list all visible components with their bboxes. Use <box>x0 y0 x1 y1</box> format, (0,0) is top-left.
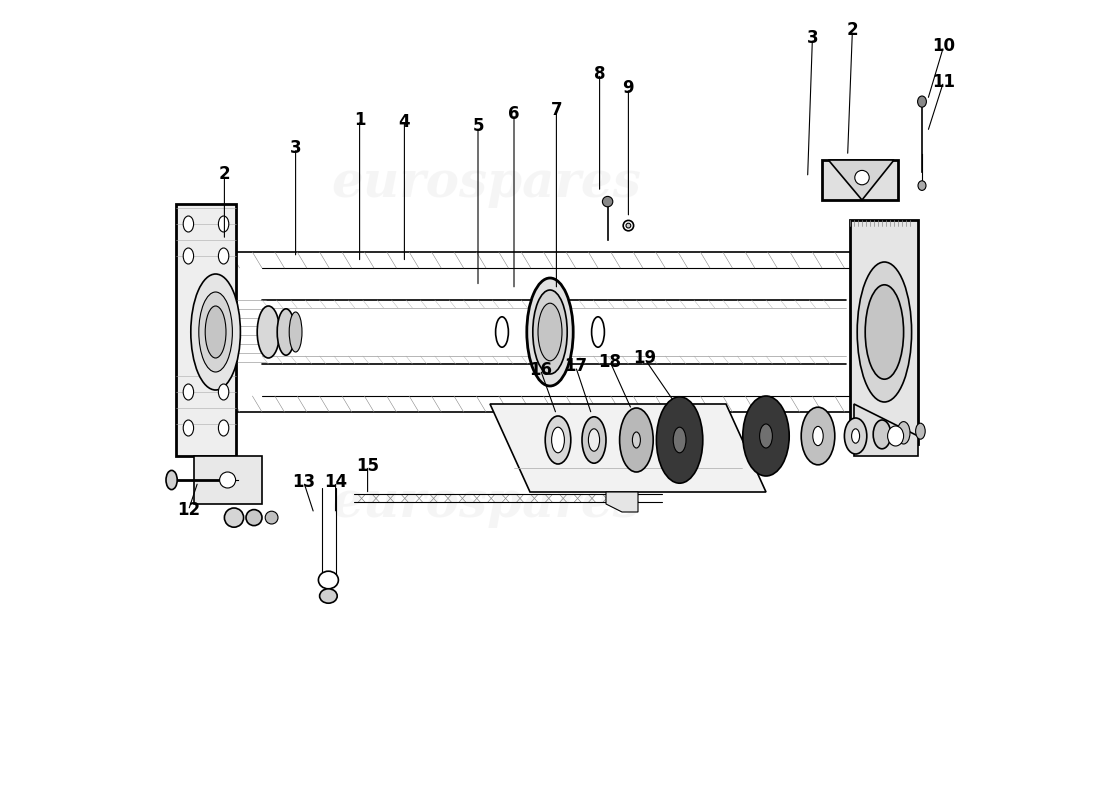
Ellipse shape <box>898 422 910 444</box>
Ellipse shape <box>219 216 229 232</box>
Text: 12: 12 <box>177 502 200 519</box>
Ellipse shape <box>527 278 573 386</box>
Ellipse shape <box>546 416 571 464</box>
Ellipse shape <box>184 384 194 400</box>
Text: 15: 15 <box>356 457 380 474</box>
Ellipse shape <box>318 571 339 589</box>
Text: 14: 14 <box>324 473 348 490</box>
Polygon shape <box>854 404 918 456</box>
Ellipse shape <box>619 408 653 472</box>
Ellipse shape <box>626 223 630 228</box>
Ellipse shape <box>866 285 903 379</box>
Ellipse shape <box>166 470 177 490</box>
Ellipse shape <box>673 427 686 453</box>
Text: 6: 6 <box>508 105 519 122</box>
Ellipse shape <box>219 384 229 400</box>
Ellipse shape <box>845 418 867 454</box>
Ellipse shape <box>742 396 789 476</box>
Ellipse shape <box>857 262 912 402</box>
Ellipse shape <box>219 248 229 264</box>
Ellipse shape <box>918 181 926 190</box>
Ellipse shape <box>224 508 243 527</box>
Ellipse shape <box>855 170 869 185</box>
Polygon shape <box>606 492 638 512</box>
Text: 4: 4 <box>398 113 410 130</box>
Ellipse shape <box>190 274 241 390</box>
Ellipse shape <box>289 312 302 352</box>
Ellipse shape <box>582 417 606 463</box>
Polygon shape <box>822 160 898 200</box>
Text: 11: 11 <box>932 73 955 90</box>
Ellipse shape <box>219 420 229 436</box>
Polygon shape <box>850 220 918 444</box>
Ellipse shape <box>801 407 835 465</box>
Polygon shape <box>194 456 262 504</box>
Text: 19: 19 <box>632 350 656 367</box>
Polygon shape <box>828 160 894 200</box>
Text: 1: 1 <box>354 111 365 129</box>
Text: 7: 7 <box>551 102 562 119</box>
Ellipse shape <box>532 290 568 374</box>
Ellipse shape <box>588 429 600 451</box>
Text: 8: 8 <box>594 65 605 82</box>
Text: 13: 13 <box>292 473 316 490</box>
Ellipse shape <box>277 309 295 355</box>
Polygon shape <box>176 204 236 456</box>
Ellipse shape <box>917 96 926 107</box>
Text: 10: 10 <box>932 38 955 55</box>
Ellipse shape <box>624 220 634 231</box>
Ellipse shape <box>220 472 235 488</box>
Ellipse shape <box>603 196 613 207</box>
Ellipse shape <box>657 397 703 483</box>
Ellipse shape <box>257 306 279 358</box>
Ellipse shape <box>246 510 262 526</box>
Ellipse shape <box>199 292 232 372</box>
Text: eurospares: eurospares <box>331 479 641 529</box>
Ellipse shape <box>320 589 338 603</box>
Text: 5: 5 <box>472 118 484 135</box>
Ellipse shape <box>915 423 925 439</box>
Ellipse shape <box>184 248 194 264</box>
Text: 18: 18 <box>598 353 622 370</box>
Ellipse shape <box>888 426 903 446</box>
Ellipse shape <box>206 306 225 358</box>
Polygon shape <box>490 404 766 492</box>
Ellipse shape <box>184 216 194 232</box>
Ellipse shape <box>813 426 823 446</box>
Ellipse shape <box>851 429 859 443</box>
Ellipse shape <box>873 420 891 449</box>
Text: 17: 17 <box>564 358 587 375</box>
Text: 9: 9 <box>623 79 635 97</box>
Text: 3: 3 <box>289 139 301 157</box>
Ellipse shape <box>632 432 640 448</box>
Text: 2: 2 <box>219 166 230 183</box>
Text: eurospares: eurospares <box>331 159 641 209</box>
Ellipse shape <box>184 420 194 436</box>
Text: 3: 3 <box>806 30 818 47</box>
Ellipse shape <box>265 511 278 524</box>
Ellipse shape <box>760 424 772 448</box>
Text: 2: 2 <box>847 22 858 39</box>
Text: 16: 16 <box>529 361 552 378</box>
Ellipse shape <box>551 427 564 453</box>
Ellipse shape <box>538 303 562 361</box>
